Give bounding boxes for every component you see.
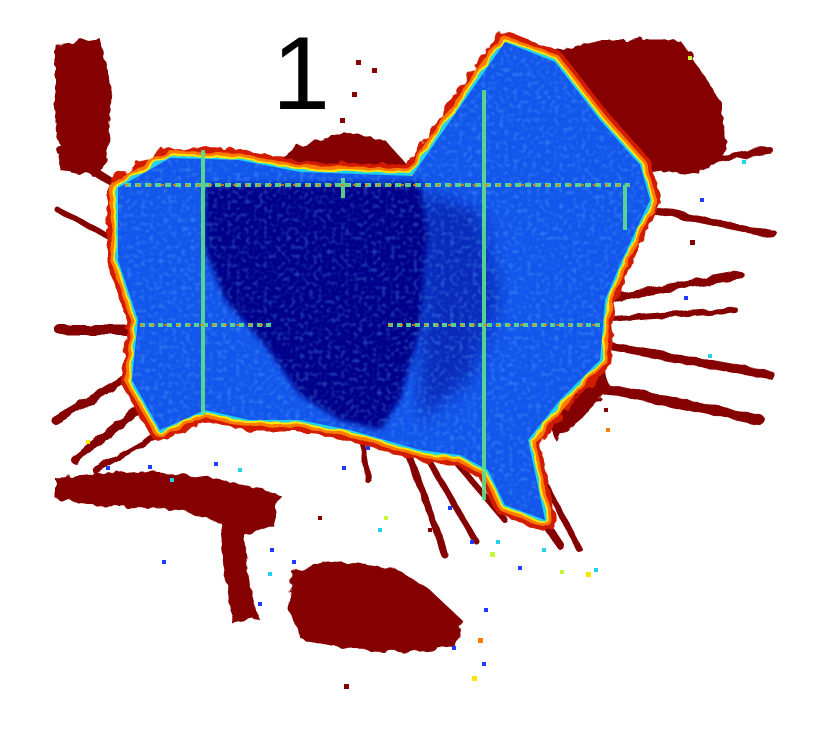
obstacle-bottom-mid <box>288 560 462 652</box>
panel-number-label: 1 <box>272 16 330 132</box>
noise-points <box>86 56 746 689</box>
obstacle-right-edge <box>540 40 728 175</box>
obstacle-bottom-left <box>55 470 280 624</box>
obstacle-top-left <box>55 38 112 176</box>
